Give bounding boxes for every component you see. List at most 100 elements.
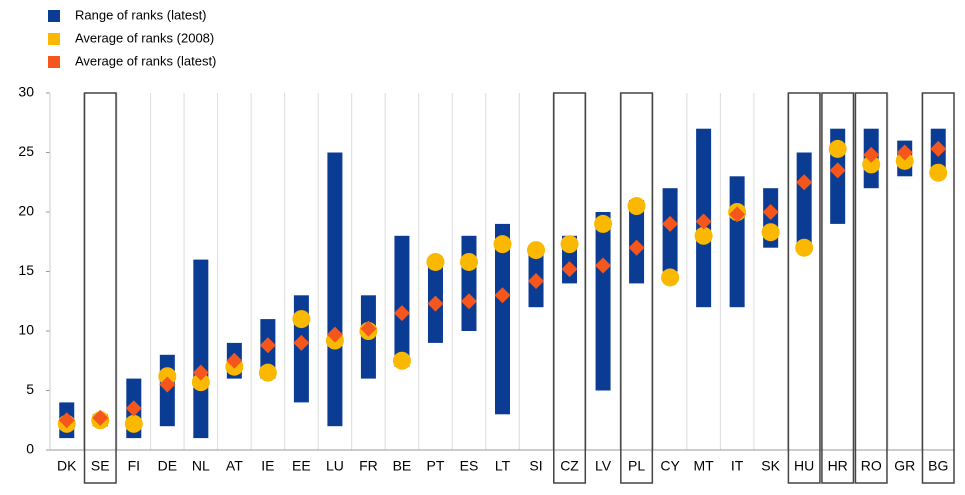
avg-latest-marker [896, 144, 913, 161]
legend-swatch [48, 56, 60, 68]
x-tick-label: SI [529, 458, 542, 474]
x-tick-label: LT [495, 458, 511, 474]
avg-latest-marker [930, 140, 947, 157]
y-tick-label: 20 [18, 203, 34, 219]
avg-latest-marker [561, 261, 578, 278]
avg-2008-marker [392, 351, 411, 370]
avg-latest-marker [360, 320, 377, 337]
x-tick-label: MT [694, 458, 715, 474]
x-tick-label: ES [460, 458, 479, 474]
x-tick-label: SE [91, 458, 110, 474]
x-tick-label: LV [595, 458, 612, 474]
avg-2008-marker [292, 310, 311, 329]
x-tick-label: BE [393, 458, 412, 474]
avg-latest-marker [326, 326, 343, 343]
avg-2008-marker [828, 139, 847, 158]
x-tick-label: PL [628, 458, 645, 474]
range-bar [327, 152, 343, 427]
legend-label: Average of ranks (2008) [75, 30, 214, 45]
avg-2008-marker [862, 155, 881, 174]
avg-2008-marker [459, 252, 478, 271]
avg-latest-marker [662, 215, 679, 232]
x-tick-label: SK [761, 458, 780, 474]
range-bar [796, 152, 812, 248]
highlight-box [854, 92, 888, 484]
avg-2008-marker [627, 197, 646, 216]
y-tick-label: 30 [18, 84, 34, 100]
avg-2008-marker [929, 163, 948, 182]
x-tick-label: NL [192, 458, 210, 474]
y-tick-label: 10 [18, 322, 34, 338]
avg-latest-marker [595, 257, 612, 274]
x-tick-label: DE [158, 458, 177, 474]
avg-latest-marker [427, 295, 444, 312]
avg-latest-marker [695, 213, 712, 230]
x-tick-label: HU [794, 458, 814, 474]
range-bar [729, 176, 745, 308]
x-tick-label: BG [928, 458, 948, 474]
avg-latest-marker [796, 174, 813, 191]
y-tick-label: 15 [18, 262, 34, 278]
y-tick-label: 0 [26, 441, 34, 457]
x-tick-label: GR [894, 458, 915, 474]
avg-latest-marker [863, 146, 880, 163]
avg-latest-marker [293, 334, 310, 351]
x-tick-label: DK [57, 458, 77, 474]
highlight-box [620, 92, 654, 484]
x-tick-label: CZ [560, 458, 579, 474]
x-tick-label: PT [427, 458, 445, 474]
y-tick-label: 25 [18, 143, 34, 159]
avg-2008-marker [895, 151, 914, 170]
avg-latest-marker [460, 293, 477, 310]
avg-2008-marker [795, 238, 814, 257]
avg-latest-marker [528, 273, 545, 290]
x-tick-label: AT [226, 458, 243, 474]
highlight-box [787, 92, 821, 484]
range-bar [394, 235, 410, 367]
x-tick-label: FI [128, 458, 140, 474]
avg-latest-marker [729, 206, 746, 223]
avg-latest-marker [829, 162, 846, 179]
x-tick-label: IT [731, 458, 744, 474]
highlight-box [921, 92, 955, 484]
avg-2008-marker [527, 241, 546, 260]
avg-2008-marker [124, 414, 143, 433]
x-tick-label: LU [326, 458, 344, 474]
avg-latest-marker [226, 352, 243, 369]
x-tick-label: HR [828, 458, 848, 474]
avg-latest-marker [762, 204, 779, 220]
avg-latest-marker [259, 337, 276, 354]
avg-2008-marker [426, 252, 445, 271]
range-bar [595, 212, 611, 391]
avg-2008-marker [661, 268, 680, 287]
avg-latest-marker [192, 364, 209, 381]
range-bar [495, 223, 510, 415]
x-tick-label: CY [660, 458, 680, 474]
avg-2008-marker [258, 363, 277, 382]
avg-2008-marker [158, 367, 177, 386]
legend-label: Average of ranks (latest) [75, 53, 216, 68]
legend-swatch [48, 10, 60, 22]
avg-latest-marker [159, 376, 176, 393]
range-bar [193, 259, 209, 439]
avg-2008-marker [594, 214, 613, 233]
x-tick-label: RO [861, 458, 882, 474]
avg-2008-marker [560, 235, 579, 254]
legend-swatch [48, 33, 60, 45]
avg-latest-marker [628, 239, 645, 256]
avg-latest-marker [494, 287, 511, 304]
avg-2008-marker [493, 235, 512, 254]
avg-latest-marker [393, 305, 410, 322]
avg-2008-marker [191, 373, 210, 392]
highlight-box [83, 92, 117, 484]
highlight-box [821, 92, 855, 484]
x-tick-label: FR [359, 458, 378, 474]
avg-latest-marker [125, 400, 142, 417]
x-tick-label: EE [292, 458, 311, 474]
avg-2008-marker [761, 223, 780, 242]
avg-latest-marker [92, 409, 109, 426]
x-tick-label: IE [261, 458, 274, 474]
avg-latest-marker [58, 412, 75, 429]
avg-2008-marker [694, 226, 713, 245]
